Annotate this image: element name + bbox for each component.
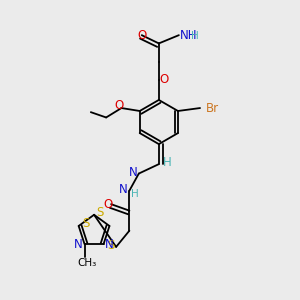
Text: S: S	[82, 217, 90, 230]
Text: H: H	[163, 156, 172, 169]
Text: H: H	[131, 189, 139, 199]
Text: CH₃: CH₃	[77, 258, 97, 268]
Text: N: N	[105, 238, 114, 250]
Text: NH: NH	[180, 29, 198, 42]
Text: N: N	[119, 183, 128, 196]
Text: S: S	[96, 206, 103, 219]
Text: O: O	[114, 99, 123, 112]
Text: S: S	[107, 239, 115, 252]
Text: O: O	[103, 198, 113, 211]
Text: O: O	[160, 74, 169, 86]
Text: N: N	[74, 238, 83, 250]
Text: Br: Br	[206, 101, 219, 115]
Text: H: H	[191, 31, 199, 41]
Text: O: O	[137, 29, 146, 42]
Text: N: N	[129, 166, 138, 178]
